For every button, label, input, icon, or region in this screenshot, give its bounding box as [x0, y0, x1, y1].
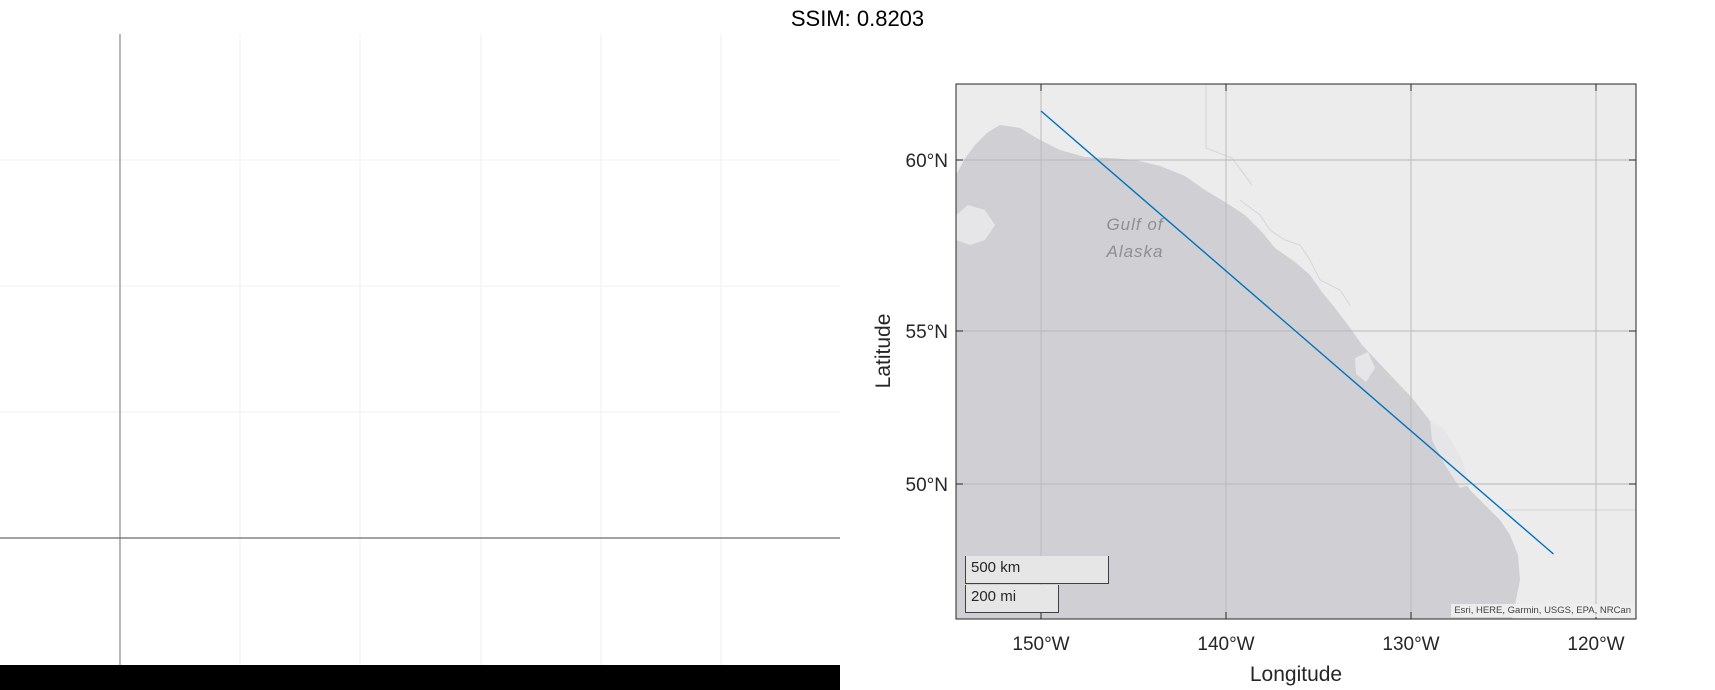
lon-tick-label: 130°W	[1382, 634, 1439, 655]
island-1	[1355, 352, 1375, 382]
basemap	[956, 84, 1636, 619]
lon-tick-label: 150°W	[1012, 634, 1069, 655]
scalebar-mi: 200 mi	[965, 585, 1059, 613]
lat-tick-label: 55°N	[906, 322, 948, 343]
figure-title: SSIM: 0.8203	[790, 6, 925, 31]
series-layer	[1040, 110, 1554, 555]
y-axis-title: Latitude	[872, 314, 895, 389]
place-label-line2: Alaska	[1105, 242, 1163, 261]
lat-tick-label: 60°N	[906, 151, 948, 172]
kodiak-island	[956, 205, 995, 245]
left-empty-axes	[0, 34, 840, 690]
map-attribution: Esri, HERE, Garmin, USGS, EPA, NRCan	[1451, 604, 1634, 617]
track-line-0	[1040, 110, 1554, 555]
lon-tick-label: 120°W	[1567, 634, 1624, 655]
land-background	[956, 84, 1636, 619]
ocean-area	[956, 84, 1520, 619]
left-axes-svg	[0, 34, 840, 665]
border-line	[1205, 84, 1253, 186]
alaska-land	[956, 84, 1080, 175]
lat-tick-label: 50°N	[906, 475, 948, 496]
fjord-lines	[1239, 199, 1351, 306]
lon-tick-label: 140°W	[1197, 634, 1254, 655]
place-label-line1: Gulf of	[1106, 215, 1164, 234]
map-grid	[956, 84, 1636, 619]
vancouver-island	[1430, 420, 1470, 488]
x-axis-title: Longitude	[1250, 663, 1342, 686]
map-axes-box	[955, 83, 1637, 620]
scalebar-km: 500 km	[965, 556, 1109, 584]
black-bar	[0, 665, 840, 690]
map-ticks	[956, 84, 1636, 619]
left-grid	[0, 34, 840, 665]
